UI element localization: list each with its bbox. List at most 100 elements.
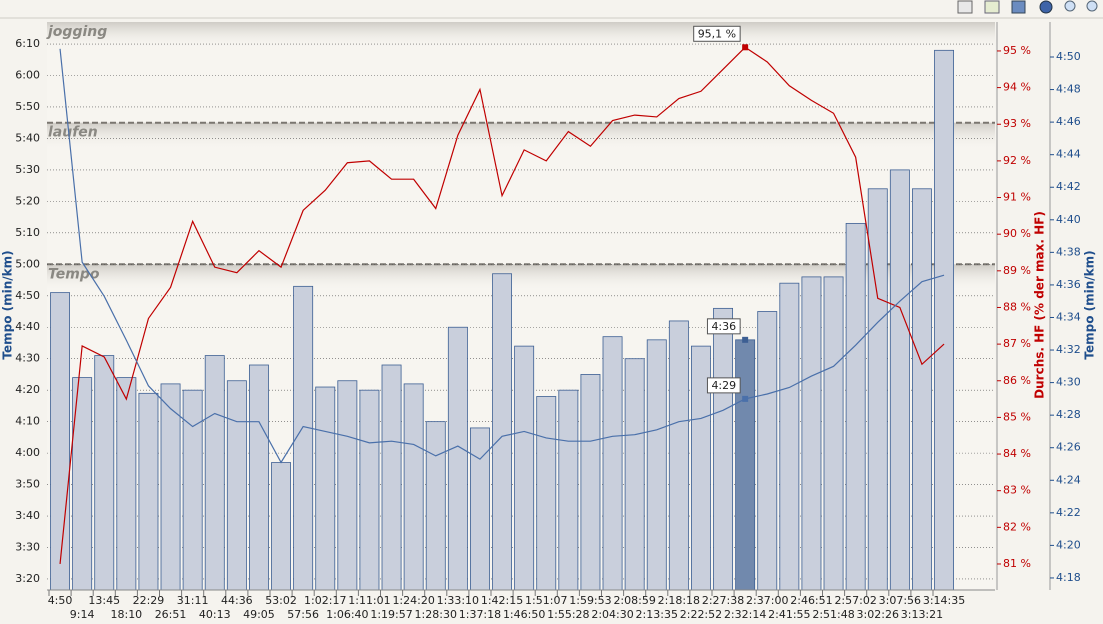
data-label-box xyxy=(693,25,741,42)
y-tick-label: 3:20 xyxy=(15,572,40,585)
tick-label: 4:32 xyxy=(1056,343,1081,356)
bar xyxy=(713,307,734,591)
x-tick-label: 1:19:57 xyxy=(370,608,412,621)
x-tick-label: 2:46:51 xyxy=(790,594,832,607)
x-tick-label: 31:11 xyxy=(177,594,209,607)
tool-icon[interactable] xyxy=(984,0,1000,14)
y-tick-label: 5:50 xyxy=(15,100,40,113)
zone-shade xyxy=(47,122,995,149)
tick-label: 4:22 xyxy=(1056,506,1081,519)
bar xyxy=(757,311,778,591)
tick-label: 4:44 xyxy=(1056,148,1081,161)
tool-icon[interactable] xyxy=(1086,0,1098,12)
tick-label: 4:36 xyxy=(1056,278,1081,291)
x-tick-label: 1:51:07 xyxy=(525,594,567,607)
bar xyxy=(602,336,623,591)
bar xyxy=(425,421,446,591)
tick-label: 4:30 xyxy=(1056,376,1081,389)
tick-label: 90 % xyxy=(1003,227,1031,240)
y-tick-label: 3:40 xyxy=(15,509,40,522)
tick-label: 4:50 xyxy=(1056,50,1081,63)
tool-icon[interactable] xyxy=(1011,0,1026,14)
x-tick-label: 49:05 xyxy=(243,608,275,621)
x-tick-label: 53:02 xyxy=(265,594,297,607)
bar xyxy=(359,389,380,591)
x-tick-label: 40:13 xyxy=(199,608,231,621)
bar xyxy=(514,345,535,591)
zone-label: Tempo xyxy=(48,266,100,282)
bar xyxy=(735,339,756,591)
x-tick-label: 1:11:01 xyxy=(348,594,390,607)
tick-label: 4:40 xyxy=(1056,213,1081,226)
x-tick-label: 2:13:35 xyxy=(636,608,678,621)
tick-label: 85 % xyxy=(1003,410,1031,423)
tick-label: 4:46 xyxy=(1056,115,1081,128)
tick-label: 93 % xyxy=(1003,117,1031,130)
point-marker xyxy=(742,336,749,343)
tick-label: 81 % xyxy=(1003,557,1031,570)
bar xyxy=(624,358,645,591)
tick-label: 82 % xyxy=(1003,520,1031,533)
tick-label: 84 % xyxy=(1003,447,1031,460)
bar xyxy=(580,374,601,591)
y3-axis-title: Tempo (min/km) xyxy=(1083,250,1097,359)
x-tick-label: 18:10 xyxy=(110,608,142,621)
y-tick-label: 5:00 xyxy=(15,257,40,270)
y-tick-label: 4:40 xyxy=(15,320,40,333)
x-tick-label: 2:57:02 xyxy=(834,594,876,607)
data-label: 4:29 xyxy=(711,379,736,392)
x-tick-label: 1:28:30 xyxy=(415,608,457,621)
tick-label: 94 % xyxy=(1003,81,1031,94)
x-tick-label: 2:22:52 xyxy=(680,608,722,621)
tick-label: 88 % xyxy=(1003,300,1031,313)
y-tick-label: 4:20 xyxy=(15,383,40,396)
x-tick-label: 3:14:35 xyxy=(923,594,965,607)
tick-label: 4:24 xyxy=(1056,473,1081,486)
tool-icon[interactable] xyxy=(1064,0,1076,12)
y-tick-label: 3:30 xyxy=(15,541,40,554)
bar xyxy=(492,273,513,591)
tick-label: 4:48 xyxy=(1056,83,1081,96)
y-tick-label: 5:40 xyxy=(15,131,40,144)
y-tick-label: 4:30 xyxy=(15,352,40,365)
bar xyxy=(204,355,225,591)
bar xyxy=(536,396,557,591)
tick-label: 4:20 xyxy=(1056,538,1081,551)
x-tick-label: 1:06:40 xyxy=(326,608,368,621)
bar xyxy=(646,339,667,591)
x-tick-label: 2:27:38 xyxy=(702,594,744,607)
x-tick-label: 1:24:20 xyxy=(392,594,434,607)
x-tick-label: 2:04:30 xyxy=(591,608,633,621)
zone-shade xyxy=(47,22,995,48)
x-tick-label: 2:18:18 xyxy=(658,594,700,607)
x-tick-label: 1:46:50 xyxy=(503,608,545,621)
bar xyxy=(934,49,955,591)
y-axis-title: Tempo (min/km) xyxy=(1,250,15,359)
bar xyxy=(50,292,71,591)
tick-label: 4:28 xyxy=(1056,408,1081,421)
data-label: 4:36 xyxy=(711,320,736,333)
bar xyxy=(867,188,888,591)
bar xyxy=(779,282,800,591)
data-label-box xyxy=(706,318,741,335)
x-tick-label: 1:59:53 xyxy=(569,594,611,607)
y-tick-label: 4:50 xyxy=(15,289,40,302)
x-tick-label: 1:37:18 xyxy=(459,608,501,621)
tool-icon[interactable] xyxy=(1039,0,1053,14)
tick-label: 89 % xyxy=(1003,264,1031,277)
x-tick-label: 44:36 xyxy=(221,594,253,607)
point-marker xyxy=(742,395,749,402)
zone-label: laufen xyxy=(48,125,98,141)
tick-label: 4:38 xyxy=(1056,245,1081,258)
x-tick-label: 2:41:55 xyxy=(768,608,810,621)
tool-icon[interactable] xyxy=(957,0,973,14)
y-tick-label: 3:50 xyxy=(15,478,40,491)
tick-label: 4:26 xyxy=(1056,441,1081,454)
x-tick-label: 4:50 xyxy=(48,594,73,607)
line xyxy=(59,48,945,464)
data-label-box xyxy=(706,377,741,394)
bar xyxy=(845,222,866,591)
bar xyxy=(912,188,932,591)
tick-label: 95 % xyxy=(1003,44,1031,57)
y2-axis-title: Durchs. HF (% der max. HF) xyxy=(1033,211,1047,399)
